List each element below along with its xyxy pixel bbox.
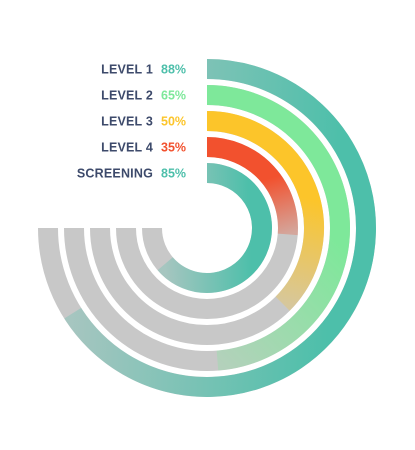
arc-level-2: [206, 85, 350, 371]
arc-screening: [157, 163, 272, 293]
arc-level-1: [64, 59, 376, 397]
label-level-3: LEVEL 3: [101, 115, 153, 129]
label-level-4: LEVEL 4: [101, 141, 153, 155]
label-level-1: LEVEL 1: [101, 63, 153, 77]
value-level-2: 65%: [161, 89, 186, 103]
label-level-2: LEVEL 2: [101, 89, 153, 103]
value-level-4: 35%: [161, 141, 186, 155]
value-level-1: 88%: [161, 63, 186, 77]
arc-level-4: [206, 137, 298, 236]
ring-labels: LEVEL 1 88% LEVEL 2 65% LEVEL 3 50% LEVEL 4 35%…: [77, 63, 186, 181]
value-screening: 85%: [161, 167, 186, 181]
value-level-3: 50%: [161, 115, 186, 129]
ring-arcs: [64, 59, 376, 397]
label-screening: SCREENING: [77, 167, 153, 181]
arc-level-3: [206, 111, 324, 311]
